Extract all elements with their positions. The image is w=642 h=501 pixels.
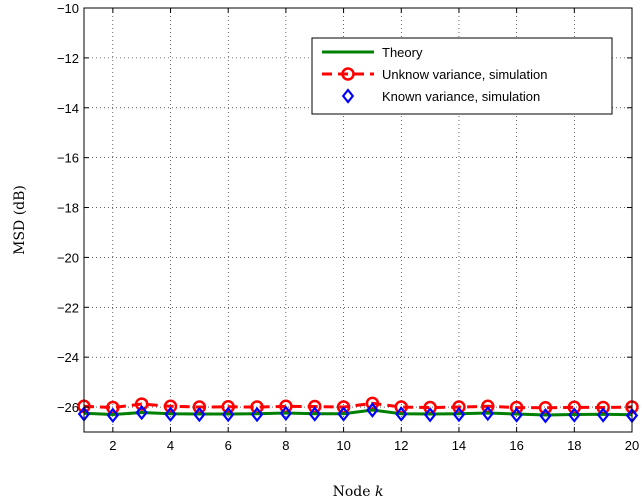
x-tick-label: 8: [282, 438, 289, 453]
y-tick-label: −12: [57, 51, 79, 66]
x-axis-label-variable: k: [375, 484, 383, 500]
data-point: [538, 401, 553, 415]
data-point: [452, 406, 466, 423]
data-point: [250, 406, 264, 423]
data-point: [164, 406, 177, 423]
data-point: [135, 404, 148, 421]
y-tick-label: −20: [57, 250, 79, 265]
y-tick-label: −24: [57, 350, 79, 365]
x-tick-label: 10: [336, 438, 350, 453]
data-point: [366, 402, 379, 418]
legend-entry-label: Unknow variance, simulation: [382, 67, 547, 82]
data-point: [481, 405, 494, 422]
data-point: [222, 406, 235, 423]
data-point: [596, 407, 610, 423]
x-tick-label: 20: [625, 438, 639, 453]
axis-ticks: 2 4 6 8 10 12 14 16 18 20 −26 −24 −22 −20 −18 −16 −14 −12…: [57, 1, 639, 453]
data-point: [279, 405, 293, 422]
x-tick-label: 12: [394, 438, 408, 453]
x-tick-label: 16: [509, 438, 523, 453]
legend-entry-label: Known variance, simulation: [382, 89, 540, 104]
plot-frame: [83, 7, 633, 433]
data-point: [510, 407, 523, 423]
data-point: [193, 406, 206, 423]
data-point: [539, 408, 552, 424]
data-point: [221, 400, 235, 414]
x-tick-label: 6: [225, 438, 232, 453]
y-axis-label: MSD (dB): [12, 185, 28, 255]
x-tick-label: 14: [452, 438, 466, 453]
data-point: [423, 407, 437, 423]
y-tick-label: −22: [57, 300, 79, 315]
data-point: [568, 407, 581, 423]
data-point: [337, 406, 350, 422]
legend: Theory Unknow variance, simulation Known v…: [311, 37, 613, 115]
x-axis-label-text: Node: [333, 484, 371, 500]
y-tick-label: −26: [57, 400, 79, 415]
data-point: [308, 406, 321, 422]
y-tick-label: −10: [57, 1, 79, 16]
legend-entry-label: Theory: [382, 45, 423, 60]
legend-marker: [341, 67, 355, 81]
data-point: [134, 397, 149, 411]
data-point: [567, 400, 582, 415]
x-axis-label: Node k: [333, 484, 384, 500]
x-tick-label: 18: [567, 438, 581, 453]
data-point: [395, 406, 408, 422]
data-point: [106, 407, 120, 424]
data-point: [163, 399, 178, 414]
y-tick-label: −14: [57, 101, 79, 116]
legend-marker: [341, 88, 355, 104]
x-tick-label: 4: [167, 438, 174, 453]
x-tick-label: 2: [109, 438, 116, 453]
y-tick-label: −16: [57, 151, 79, 166]
data-point: [307, 399, 322, 414]
y-tick-label: −18: [57, 201, 79, 216]
